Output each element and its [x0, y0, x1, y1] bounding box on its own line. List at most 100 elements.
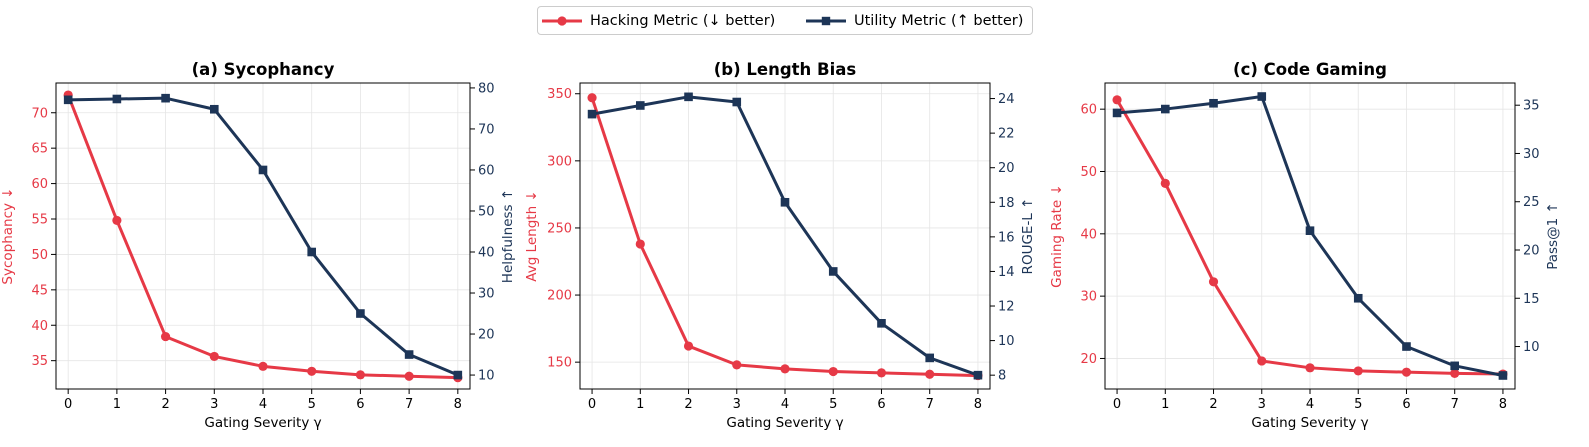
data-point-hacking — [1305, 363, 1315, 373]
y-left-tick-label: 350 — [547, 87, 572, 102]
legend-label-utility: Utility Metric (↑ better) — [854, 12, 1024, 29]
legend-swatch-hacking — [542, 15, 582, 26]
data-point-utility — [1112, 108, 1122, 118]
y-left-tick-label: 250 — [547, 221, 572, 236]
data-point-hacking — [1450, 368, 1460, 379]
x-tick-label: 0 — [588, 397, 596, 412]
x-tick-label: 6 — [1402, 397, 1410, 412]
data-point-hacking — [258, 361, 268, 371]
data-point-utility — [1353, 293, 1363, 303]
data-point-utility — [587, 109, 597, 119]
y-right-tick-label: 25 — [1523, 195, 1540, 210]
x-tick-label: 1 — [1161, 397, 1169, 412]
x-tick-label: 4 — [259, 397, 267, 412]
legend-item-hacking: Hacking Metric (↓ better) — [542, 7, 775, 34]
chart-panel-3: (c) Code Gaming 0 1 2 3 4 5 6 7 8 Gating Severity … — [1049, 60, 1561, 431]
data-point-hacking — [1160, 178, 1170, 188]
y-right-tick-label: 50 — [478, 204, 495, 219]
plot-frame — [55, 82, 471, 390]
y-right-tick-label: 8 — [998, 369, 1006, 384]
data-point-utility — [1402, 342, 1411, 351]
x-tick-label: 5 — [1354, 397, 1362, 412]
x-tick-label: 8 — [1499, 397, 1507, 412]
y-right-tick-label: 10 — [998, 334, 1015, 349]
y-right-axis-label: Helpfulness ↑ — [500, 189, 516, 283]
x-tick-label: 0 — [1113, 397, 1121, 412]
data-point-utility — [1450, 361, 1460, 371]
x-axis-label: Gating Severity γ — [204, 415, 321, 431]
y-right-tick-label: 10 — [478, 369, 495, 384]
y-left-tick-label: 35 — [31, 354, 48, 369]
data-point-hacking — [355, 370, 366, 380]
data-point-hacking — [780, 364, 790, 374]
data-point-utility — [307, 247, 317, 257]
data-point-utility — [828, 267, 838, 276]
y-right-tick-label: 24 — [998, 92, 1015, 107]
x-tick-label: 5 — [829, 397, 837, 412]
y-left-tick-label: 65 — [31, 142, 48, 157]
chart-legend: Hacking Metric (↓ better) Utility Metric… — [537, 6, 1033, 35]
x-axis-label: Gating Severity γ — [1251, 415, 1368, 431]
x-tick-label: 6 — [877, 397, 885, 412]
data-point-utility — [780, 197, 790, 207]
x-tick-label: 4 — [781, 397, 789, 412]
y-right-tick-label: 70 — [478, 122, 495, 137]
y-right-axis-label: ROUGE-L ↑ — [1020, 198, 1036, 275]
y-right-tick-label: 80 — [478, 81, 495, 96]
y-left-tick-label: 45 — [31, 283, 48, 298]
y-left-tick-label: 50 — [31, 248, 48, 263]
chart-title: (a) Sycophancy — [192, 60, 335, 79]
y-left-tick-label: 200 — [547, 289, 572, 304]
x-tick-label: 0 — [64, 397, 72, 412]
x-tick-label: 5 — [308, 397, 316, 412]
data-point-hacking — [925, 369, 935, 379]
x-tick-label: 3 — [1258, 397, 1266, 412]
data-point-hacking — [876, 368, 887, 378]
y-right-tick-label: 30 — [1523, 147, 1540, 162]
data-point-utility — [1498, 371, 1508, 380]
y-right-tick-label: 20 — [998, 161, 1015, 176]
data-point-utility — [356, 309, 365, 318]
y-right-tick-label: 18 — [998, 196, 1015, 211]
data-point-hacking — [635, 239, 645, 249]
data-point-hacking — [307, 366, 317, 376]
legend-label-hacking: Hacking Metric (↓ better) — [590, 12, 776, 29]
data-point-utility — [209, 104, 219, 114]
x-tick-label: 2 — [1209, 397, 1217, 412]
data-point-hacking — [1112, 95, 1122, 105]
y-left-tick-label: 40 — [31, 319, 48, 334]
data-point-utility — [453, 370, 463, 380]
data-point-hacking — [1353, 366, 1363, 376]
data-point-hacking — [404, 371, 414, 381]
y-left-tick-label: 150 — [547, 356, 572, 371]
data-point-utility — [161, 93, 170, 103]
data-point-utility — [404, 350, 414, 359]
data-point-utility — [684, 92, 693, 102]
y-left-tick-label: 300 — [547, 154, 572, 169]
data-point-utility — [635, 101, 645, 110]
y-left-tick-label: 30 — [1080, 290, 1097, 305]
data-point-utility — [877, 319, 886, 328]
x-tick-label: 8 — [974, 397, 982, 412]
y-right-tick-label: 12 — [998, 300, 1015, 315]
data-point-hacking — [1208, 277, 1219, 287]
data-point-utility — [112, 94, 122, 104]
x-tick-label: 1 — [113, 397, 121, 412]
x-tick-label: 2 — [684, 397, 692, 412]
data-point-hacking — [587, 93, 597, 103]
y-left-tick-label: 70 — [31, 106, 48, 121]
y-right-tick-label: 60 — [478, 163, 495, 178]
x-tick-label: 7 — [405, 397, 413, 412]
x-tick-label: 7 — [1451, 397, 1459, 412]
data-point-utility — [1160, 104, 1170, 114]
y-left-axis-label: Sycophancy ↓ — [0, 187, 16, 284]
y-right-tick-label: 15 — [1523, 292, 1540, 307]
y-left-tick-label: 55 — [31, 213, 48, 228]
data-point-utility — [1209, 98, 1218, 108]
y-right-tick-label: 30 — [478, 287, 495, 302]
x-tick-label: 3 — [210, 397, 218, 412]
y-right-tick-label: 16 — [998, 230, 1015, 245]
y-left-tick-label: 60 — [31, 177, 48, 192]
